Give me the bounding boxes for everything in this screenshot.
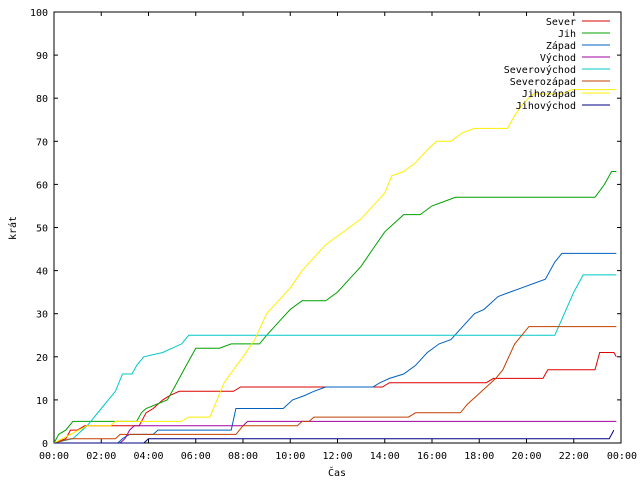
legend-label: Východ	[540, 52, 576, 64]
series-line-1	[53, 171, 617, 444]
x-tick-label: 02:00	[86, 451, 116, 462]
series-lines	[53, 89, 617, 444]
x-tick-label: 10:00	[275, 451, 305, 462]
x-tick-label: 00:00	[39, 451, 69, 462]
y-tick-label: 70	[36, 137, 48, 148]
y-tick-label: 10	[36, 396, 48, 407]
x-tick-label: 20:00	[511, 451, 541, 462]
legend-label: Severozápad	[510, 76, 576, 88]
x-tick-label: 12:00	[322, 451, 352, 462]
y-axis-ticks: 0 10 20 30 40 50 60 70 80 90 100	[30, 8, 621, 450]
x-tick-label: 08:00	[228, 451, 258, 462]
legend-label: Západ	[546, 40, 576, 52]
legend-label: Jihozápad	[522, 88, 576, 100]
series-line-7	[54, 429, 615, 444]
x-tick-label: 16:00	[417, 451, 447, 462]
x-tick-label: 22:00	[559, 451, 589, 462]
y-tick-label: 50	[36, 224, 48, 235]
y-tick-label: 30	[36, 310, 48, 321]
series-line-2	[54, 252, 617, 444]
legend-label: Severovýchod	[504, 64, 576, 76]
y-tick-label: 60	[36, 180, 48, 191]
x-axis-label: Čas	[328, 466, 346, 479]
x-tick-label: 04:00	[133, 451, 163, 462]
series-line-3	[54, 420, 617, 444]
x-tick-label: 14:00	[370, 451, 400, 462]
y-tick-label: 0	[42, 439, 48, 450]
y-axis-label: krát	[7, 216, 19, 240]
legend: SeverJihZápadVýchodSeverovýchodSeverozáp…	[504, 17, 610, 112]
x-tick-label: 18:00	[464, 451, 494, 462]
y-tick-label: 80	[36, 94, 48, 105]
series-line-0	[53, 352, 617, 444]
x-axis-ticks: 00:00 02:00 04:00 06:00 08:00 10:00 12:00 14:00…	[39, 12, 637, 462]
y-tick-label: 40	[36, 267, 48, 278]
y-tick-label: 90	[36, 51, 48, 62]
x-tick-label: 00:00	[607, 451, 637, 462]
y-tick-label: 20	[36, 353, 48, 364]
y-tick-label: 100	[30, 8, 48, 19]
legend-label: Jihovýchod	[516, 100, 576, 112]
series-line-6	[53, 89, 617, 444]
series-line-5	[53, 326, 617, 444]
legend-label: Sever	[546, 17, 576, 28]
legend-label: Jih	[558, 29, 576, 40]
x-tick-label: 06:00	[181, 451, 211, 462]
